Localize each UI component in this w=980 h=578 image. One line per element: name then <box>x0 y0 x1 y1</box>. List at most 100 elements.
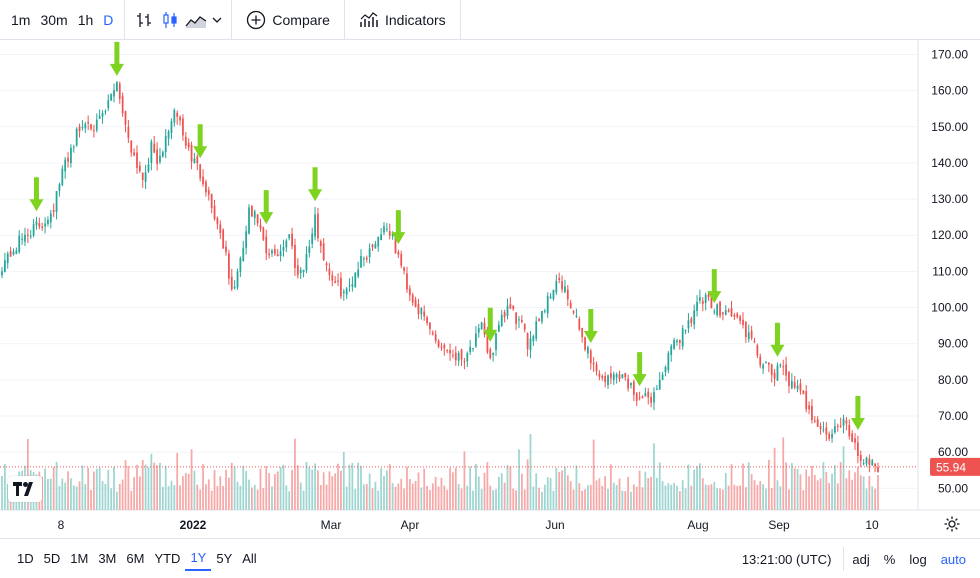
chart-area[interactable]: 50.00 60.00 70.00 80.00 90.00 100.00 110.00 120… <box>0 40 980 538</box>
x-tick-label: 2022 <box>180 518 207 532</box>
volume-bar <box>285 485 288 510</box>
down-arrow-marker <box>707 269 722 304</box>
volume-bar <box>584 489 586 510</box>
volume-bar <box>753 480 756 510</box>
last-price-label: 55.94 <box>936 460 966 474</box>
candlestick-icon[interactable] <box>157 5 183 35</box>
candle-body <box>397 251 400 255</box>
volume-bar <box>374 481 377 510</box>
adj-toggle[interactable]: adj <box>852 551 870 567</box>
volume-bar <box>360 465 362 510</box>
auto-toggle[interactable]: auto <box>940 551 966 567</box>
candle-body <box>839 425 842 427</box>
candle-body <box>187 142 190 148</box>
candle-body <box>670 345 673 356</box>
down-arrow-marker <box>29 177 44 212</box>
candle-body <box>328 268 331 276</box>
candle-body <box>836 425 839 427</box>
volume-bar <box>684 488 687 510</box>
down-arrow-marker <box>308 167 323 202</box>
interval-30m[interactable]: 30m <box>40 11 68 28</box>
range-1m[interactable]: 1M <box>70 551 89 566</box>
volume-bar <box>153 462 156 510</box>
volume-bar <box>75 486 78 510</box>
volume-bar <box>515 490 518 510</box>
volume-bar <box>403 488 405 510</box>
y-tick-label: 100.00 <box>931 301 968 315</box>
candle-body <box>710 295 713 309</box>
volume-bar <box>475 464 477 510</box>
candle-body <box>739 316 742 321</box>
volume-bar <box>546 477 549 510</box>
volume-bar <box>93 471 95 510</box>
x-tick-label: 8 <box>58 518 65 532</box>
volume-bar <box>256 489 259 510</box>
volume-bar <box>61 478 64 510</box>
candle-body <box>440 346 443 348</box>
volume-bar <box>299 482 302 510</box>
candle-body <box>667 353 670 371</box>
candle-body <box>546 296 549 314</box>
volume-bar <box>730 464 733 510</box>
candle-body <box>463 360 466 362</box>
range-3m[interactable]: 3M <box>98 551 117 566</box>
y-tick-label: 90.00 <box>938 337 968 351</box>
down-arrow-marker <box>259 190 274 225</box>
volume-bar <box>655 477 658 510</box>
volume-bar <box>414 480 417 510</box>
volume-bar <box>541 491 543 510</box>
volume-bar <box>552 490 555 510</box>
volume-bar <box>836 483 839 510</box>
volume-bar <box>678 491 681 510</box>
interval-1h[interactable]: 1h <box>77 11 94 28</box>
range-1d[interactable]: 1D <box>17 551 34 566</box>
volume-bar <box>707 485 710 510</box>
percent-toggle[interactable]: % <box>883 551 896 567</box>
price-chart[interactable]: 50.00 60.00 70.00 80.00 90.00 100.00 110.00 120… <box>0 40 980 538</box>
log-toggle[interactable]: log <box>909 551 927 567</box>
volume-bar <box>101 481 104 510</box>
volume-bar <box>480 489 483 510</box>
volume-bar <box>113 466 115 510</box>
candle-body <box>124 111 127 125</box>
volume-bar <box>368 473 371 510</box>
volume-bar <box>713 481 716 510</box>
volume-bar <box>469 466 472 510</box>
range-ytd[interactable]: YTD <box>154 551 181 566</box>
candle-body <box>638 397 641 399</box>
volume-bar <box>394 486 397 510</box>
range-1y[interactable]: 1Y <box>185 547 212 571</box>
volume-bar <box>747 462 750 510</box>
volume-bar <box>839 462 842 510</box>
interval-d[interactable]: D <box>103 11 114 28</box>
indicators-button[interactable]: Indicators <box>351 5 454 35</box>
bar-chart-icon[interactable] <box>131 5 157 35</box>
candle-body <box>331 275 334 281</box>
range-5d[interactable]: 5D <box>43 551 61 566</box>
candle-body <box>673 340 675 349</box>
compare-button[interactable]: Compare <box>238 5 338 35</box>
settings-gear-icon[interactable] <box>940 512 964 536</box>
area-chart-icon[interactable] <box>183 5 209 35</box>
volume-bar <box>26 438 29 510</box>
volume-bar <box>719 488 721 510</box>
candle-body <box>374 243 377 249</box>
down-arrow-marker <box>850 396 865 431</box>
volume-bar <box>325 484 328 510</box>
range-5y[interactable]: 5Y <box>216 551 233 566</box>
range-6m[interactable]: 6M <box>126 551 145 566</box>
volume-bar <box>592 439 595 510</box>
candle-body <box>78 126 81 131</box>
candle-body <box>141 172 144 180</box>
candle-body <box>506 305 509 316</box>
chevron-down-icon[interactable] <box>209 5 225 35</box>
candle-body <box>64 159 67 172</box>
candle-body <box>719 301 721 316</box>
candle-body <box>457 353 460 361</box>
volume-bar <box>245 470 248 510</box>
range-all[interactable]: All <box>242 551 257 566</box>
compare-group: Compare <box>232 0 345 39</box>
volume-bar <box>184 473 187 510</box>
candle-body <box>566 289 569 300</box>
interval-1m[interactable]: 1m <box>11 11 31 28</box>
